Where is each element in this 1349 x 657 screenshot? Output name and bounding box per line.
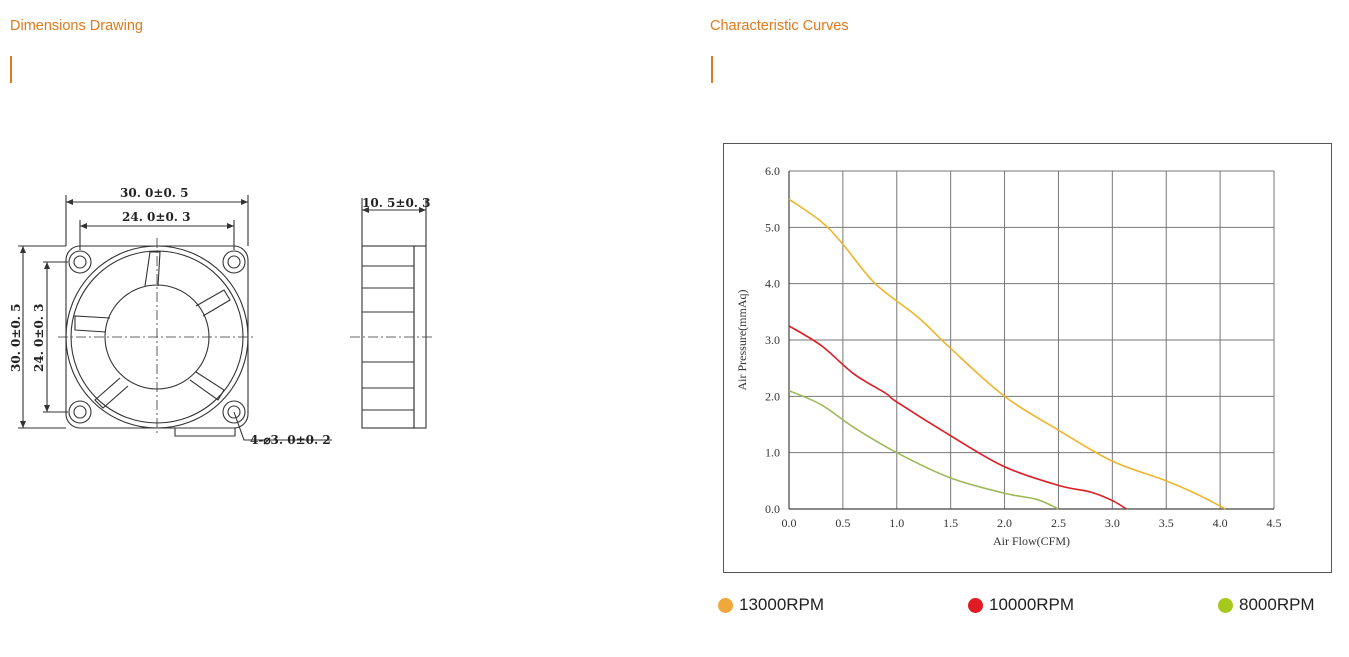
x-tick-label: 2.5 bbox=[1051, 516, 1066, 530]
y-tick-label: 6.0 bbox=[765, 164, 780, 178]
characteristic-chart: 0.0 0.5 1.0 1.5 2.0 2.5 3.0 3.5 4.0 4.5 0.0 1.0 2.0 3… bbox=[735, 164, 1282, 548]
legend-dot-icon bbox=[1218, 597, 1233, 613]
inner-height-label: 24. 0±0. 3 bbox=[32, 303, 46, 372]
series-line-8000RPM bbox=[788, 389, 1059, 510]
outer-height-label: 30. 0±0. 5 bbox=[9, 303, 23, 372]
y-tick-label: 0.0 bbox=[765, 502, 780, 516]
series-line-13000RPM bbox=[788, 198, 1226, 510]
mount-hole-icon bbox=[68, 250, 92, 274]
inner-width-label: 24. 0±0. 3 bbox=[122, 210, 191, 224]
legend-label: 8000RPM bbox=[1239, 595, 1315, 614]
x-tick-label: 3.0 bbox=[1105, 516, 1120, 530]
dimensions-accent-bar bbox=[10, 56, 12, 83]
mount-hole-icon bbox=[68, 400, 92, 424]
legend-item-13000: 13000RPM bbox=[718, 595, 824, 615]
chart-frame: 0.0 0.5 1.0 1.5 2.0 2.5 3.0 3.5 4.0 4.5 0.0 1.0 2.0 3… bbox=[723, 143, 1332, 573]
hole-label: 4-⌀3. 0±0. 2 bbox=[250, 433, 331, 447]
x-tick-label: 2.0 bbox=[997, 516, 1012, 530]
y-tick-label: 1.0 bbox=[765, 446, 780, 460]
legend-dot-icon bbox=[718, 597, 733, 613]
thickness-label: 10. 5±0. 3 bbox=[362, 196, 431, 210]
y-tick-label: 2.0 bbox=[765, 389, 780, 403]
y-tick-label: 3.0 bbox=[765, 333, 780, 347]
legend-item-10000: 10000RPM bbox=[968, 595, 1074, 615]
legend-label: 13000RPM bbox=[739, 595, 825, 614]
legend-label: 10000RPM bbox=[989, 595, 1075, 614]
curves-title: Characteristic Curves bbox=[710, 18, 849, 34]
mount-hole-icon bbox=[222, 250, 246, 274]
x-tick-label: 3.5 bbox=[1159, 516, 1174, 530]
x-tick-label: 1.0 bbox=[889, 516, 904, 530]
x-tick-label: 4.0 bbox=[1213, 516, 1228, 530]
fan-side-view bbox=[361, 198, 427, 429]
dimensions-drawing: 30. 0±0. 5 24. 0±0. 3 10. 5±0. 3 4-⌀3. 0… bbox=[9, 186, 434, 447]
legend-item-8000: 8000RPM bbox=[1218, 595, 1315, 615]
x-tick-label: 1.5 bbox=[943, 516, 958, 530]
curves-accent-bar bbox=[711, 56, 713, 83]
x-axis-label: Air Flow(CFM) bbox=[993, 534, 1070, 548]
series-line-10000RPM bbox=[788, 325, 1127, 510]
mount-hole-icon bbox=[222, 400, 246, 424]
x-tick-label: 0.0 bbox=[782, 516, 797, 530]
dimensions-title: Dimensions Drawing bbox=[10, 18, 143, 34]
y-tick-label: 5.0 bbox=[765, 220, 780, 234]
y-tick-label: 4.0 bbox=[765, 277, 780, 291]
x-tick-label: 0.5 bbox=[835, 516, 850, 530]
y-axis-label: Air Pressure(mmAq) bbox=[735, 290, 749, 391]
outer-width-label: 30. 0±0. 5 bbox=[120, 186, 189, 200]
x-tick-label: 4.5 bbox=[1267, 516, 1282, 530]
legend-dot-icon bbox=[968, 597, 983, 613]
